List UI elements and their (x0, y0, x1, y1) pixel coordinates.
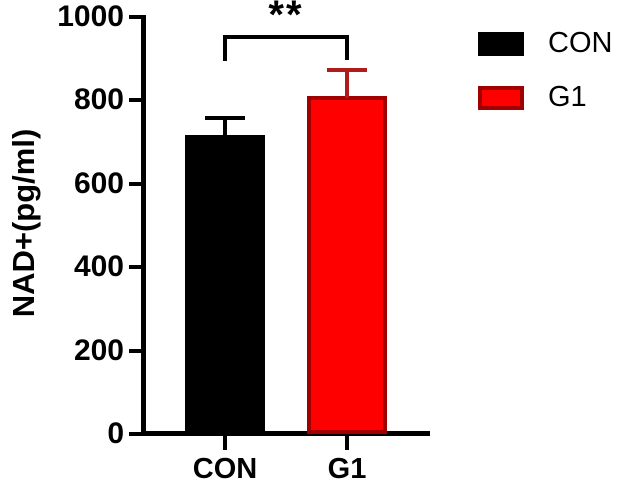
legend-label-g1: G1 (548, 81, 587, 113)
y-tick-label: 1000 (57, 0, 124, 33)
legend-item-con: CON (478, 27, 613, 59)
bracket-horizontal (223, 35, 349, 39)
bracket-left-leg (223, 35, 227, 61)
y-tick-mark (129, 98, 142, 103)
legend-label-con: CON (548, 27, 613, 59)
legend-swatch-con (478, 31, 524, 56)
y-tick-label: 600 (73, 166, 124, 200)
y-tick-label: 200 (73, 333, 124, 367)
legend-swatch-g1 (478, 85, 524, 110)
y-tick-mark (129, 432, 142, 436)
y-tick-mark (129, 348, 142, 353)
y-tick-label: 0 (107, 417, 124, 450)
significance-label: ** (268, 0, 304, 37)
error-cap-g1 (327, 68, 367, 73)
y-tick-mark (129, 265, 142, 270)
y-axis-line (141, 15, 146, 436)
legend-item-g1: G1 (478, 81, 612, 113)
y-tick-label: 400 (73, 250, 124, 284)
x-tick-label-con: CON (192, 453, 258, 485)
x-tick-mark-con (223, 436, 227, 450)
bar-g1 (307, 96, 387, 434)
bar-con (185, 135, 265, 434)
error-bar-g1 (345, 70, 349, 99)
x-tick-mark-g1 (345, 436, 349, 450)
bracket-right-leg (345, 35, 349, 60)
legend: CON G1 (478, 27, 613, 113)
y-tick-mark (129, 181, 142, 186)
y-tick-mark (129, 15, 142, 19)
error-cap-con (205, 116, 245, 121)
x-axis-line (141, 431, 430, 436)
y-axis-title: NAD+(pg/ml) (6, 128, 41, 318)
x-tick-label-g1: G1 (327, 453, 367, 485)
error-bar-con (223, 118, 227, 137)
y-tick-label: 800 (73, 83, 124, 117)
